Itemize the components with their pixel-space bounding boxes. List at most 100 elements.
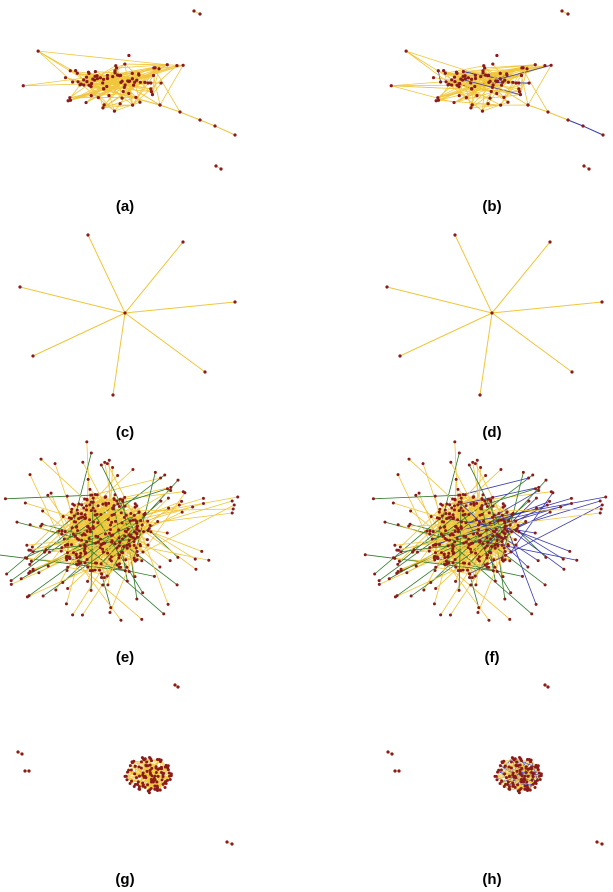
node bbox=[530, 778, 534, 782]
node bbox=[159, 771, 163, 775]
node bbox=[546, 110, 550, 114]
node bbox=[543, 683, 547, 687]
edge bbox=[124, 63, 184, 66]
node bbox=[127, 53, 131, 58]
node bbox=[128, 519, 132, 523]
node bbox=[101, 87, 106, 91]
node bbox=[377, 582, 381, 586]
edge bbox=[386, 286, 493, 314]
node bbox=[490, 311, 494, 315]
node bbox=[521, 780, 525, 784]
node bbox=[533, 63, 537, 67]
node bbox=[75, 71, 79, 75]
node bbox=[139, 760, 143, 764]
node bbox=[568, 549, 572, 553]
node bbox=[120, 521, 124, 525]
node bbox=[502, 546, 506, 550]
node bbox=[48, 550, 52, 554]
node bbox=[71, 613, 75, 617]
node bbox=[495, 91, 499, 96]
node bbox=[538, 777, 542, 781]
node bbox=[435, 555, 439, 559]
node bbox=[159, 476, 163, 480]
node bbox=[99, 513, 103, 517]
edge bbox=[489, 94, 521, 99]
node bbox=[125, 565, 129, 569]
node bbox=[180, 499, 184, 503]
node bbox=[453, 79, 457, 84]
node bbox=[28, 562, 32, 566]
node bbox=[453, 497, 457, 501]
node bbox=[96, 540, 100, 544]
node bbox=[503, 764, 507, 768]
node bbox=[524, 766, 528, 770]
node bbox=[509, 760, 513, 764]
edge bbox=[434, 561, 447, 605]
node bbox=[72, 514, 76, 518]
node bbox=[157, 67, 161, 71]
edge bbox=[481, 505, 496, 582]
node bbox=[495, 778, 499, 782]
edge bbox=[70, 73, 139, 101]
node bbox=[89, 94, 93, 98]
edge bbox=[109, 521, 149, 613]
node bbox=[152, 776, 156, 780]
node bbox=[484, 73, 488, 77]
node bbox=[481, 69, 485, 73]
node bbox=[165, 487, 169, 491]
node bbox=[30, 545, 34, 549]
edge bbox=[500, 64, 552, 80]
node bbox=[515, 760, 519, 764]
node bbox=[77, 562, 81, 566]
node bbox=[487, 618, 491, 622]
node bbox=[481, 542, 485, 546]
network-graphs bbox=[0, 9, 608, 846]
node bbox=[575, 558, 579, 562]
edge bbox=[89, 81, 141, 86]
node bbox=[509, 550, 513, 554]
edge bbox=[501, 515, 537, 605]
node bbox=[84, 508, 88, 512]
node bbox=[166, 496, 170, 500]
node bbox=[43, 550, 47, 554]
edge bbox=[67, 500, 182, 546]
node bbox=[116, 473, 120, 477]
node bbox=[531, 782, 535, 786]
node bbox=[461, 568, 465, 572]
node bbox=[507, 785, 511, 789]
node bbox=[63, 530, 67, 534]
edge bbox=[476, 519, 539, 562]
node bbox=[193, 557, 197, 561]
node bbox=[105, 84, 109, 89]
node bbox=[103, 532, 107, 536]
node bbox=[76, 559, 80, 563]
node bbox=[455, 537, 459, 541]
node bbox=[149, 530, 153, 534]
node bbox=[107, 93, 111, 98]
node bbox=[76, 80, 80, 84]
node bbox=[231, 507, 235, 511]
node bbox=[533, 531, 537, 535]
node bbox=[499, 103, 503, 107]
node bbox=[154, 771, 158, 775]
node bbox=[479, 466, 483, 470]
node bbox=[15, 520, 19, 524]
node bbox=[486, 497, 490, 501]
node bbox=[138, 80, 142, 84]
edge bbox=[87, 234, 126, 314]
node bbox=[103, 495, 107, 499]
node bbox=[9, 582, 13, 586]
node bbox=[76, 512, 80, 516]
node bbox=[496, 533, 500, 537]
edge bbox=[477, 521, 517, 613]
edge bbox=[503, 82, 514, 98]
node bbox=[105, 574, 109, 578]
node bbox=[99, 463, 103, 467]
node bbox=[600, 300, 604, 304]
edge bbox=[95, 477, 161, 495]
node bbox=[91, 520, 95, 524]
node bbox=[90, 493, 94, 497]
edge bbox=[124, 312, 206, 373]
edge bbox=[521, 67, 549, 113]
node bbox=[513, 538, 517, 542]
